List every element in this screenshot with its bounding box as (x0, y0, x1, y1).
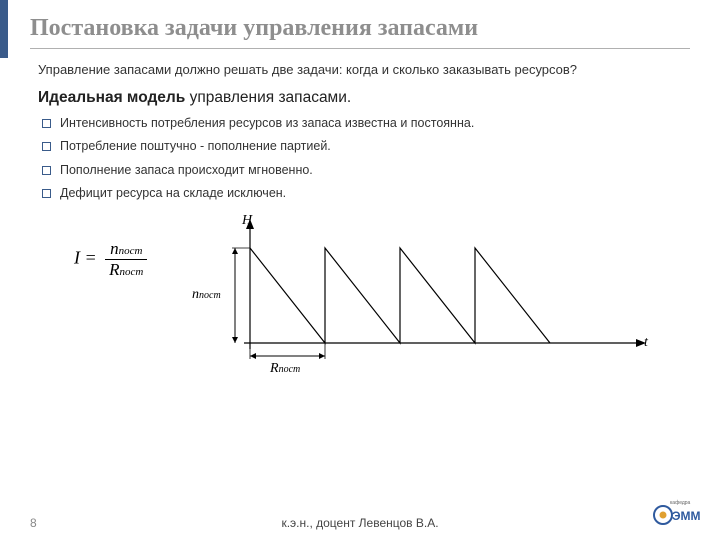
subheading: Идеальная модель управления запасами. (38, 89, 690, 107)
list-item: Пополнение запаса происходит мгновенно. (40, 162, 690, 180)
list-item: Дефицит ресурса на складе исключен. (40, 185, 690, 203)
formula-eq: = (80, 247, 101, 267)
footer: 8 к.э.н., доцент Левенцов В.А. кафедра Э… (0, 506, 720, 530)
logo-icon: кафедра ЭММ (652, 497, 702, 527)
axis-label-Rpost: Rпост (270, 361, 300, 377)
slide-title: Постановка задачи управления запасами (30, 14, 690, 42)
logo-mark: ЭММ (672, 509, 701, 523)
bullet-list: Интенсивность потребления ресурсов из за… (40, 115, 690, 203)
subheading-rest: управления запасами. (185, 89, 351, 106)
axis-label-npost: nпост (192, 287, 221, 303)
axis-label-t: t (644, 335, 648, 351)
title-underline (30, 48, 690, 49)
axis-label-H: H (242, 213, 252, 229)
formula: I = nпост Rпост (74, 239, 147, 280)
accent-bar (0, 0, 8, 58)
author-text: к.э.н., доцент Левенцов В.А. (0, 516, 720, 530)
logo-dot (660, 512, 667, 519)
sawtooth-chart (210, 213, 650, 383)
subheading-bold: Идеальная модель (38, 89, 185, 106)
chart-area: I = nпост Rпост H t nпост Rпост (30, 211, 690, 391)
list-item: Интенсивность потребления ресурсов из за… (40, 115, 690, 133)
formula-numerator: nпост (105, 239, 147, 260)
list-item: Потребление поштучно - пополнение партие… (40, 138, 690, 156)
formula-denominator: Rпост (105, 260, 147, 280)
logo-top-text: кафедра (670, 500, 691, 506)
formula-fraction: nпост Rпост (105, 239, 147, 280)
intro-text: Управление запасами должно решать две за… (38, 61, 690, 79)
logo: кафедра ЭММ (652, 497, 702, 532)
